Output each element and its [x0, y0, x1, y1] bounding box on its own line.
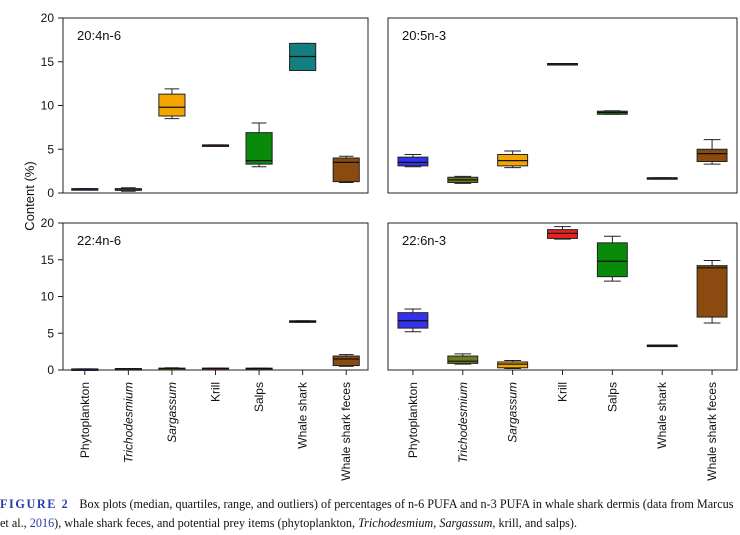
panel-20-5n-3-whale-shark-feces-box — [696, 148, 728, 162]
panel-22-4n-6-xtick-label-phytoplankton: Phytoplankton — [78, 382, 92, 458]
panel-22-6n-3-xtick-label-salps: Salps — [605, 382, 619, 412]
panel-22-4n-6-xtick-label-whale-shark-feces: Whale shark feces — [339, 382, 353, 481]
panel-20-5n-3-frame — [387, 17, 738, 194]
panel-22-6n-3-xtick-label-phytoplankton: Phytoplankton — [406, 382, 420, 458]
caption-citation-link[interactable]: 2016 — [29, 516, 55, 530]
panel-20-4n-6-ytick-label-10: 10 — [41, 99, 55, 113]
figure-caption: FIGURE 2 Box plots (median, quartiles, ra… — [0, 495, 736, 533]
panel-20-4n-6-label: 20:4n-6 — [77, 28, 121, 43]
panel-20-5n-3-phytoplankton-box — [397, 156, 429, 167]
caption-text-1: Box plots (median, quartiles, range, and… — [0, 497, 734, 530]
panel-22-6n-3-xtick-label-whale-shark-feces: Whale shark feces — [705, 382, 719, 481]
panel-22-4n-6-label: 22:4n-6 — [77, 233, 121, 248]
caption-italic-trichodesmium: Trichodesmium — [358, 516, 434, 530]
panel-20-4n-6-ytick-label-0: 0 — [47, 186, 54, 200]
panel-22-4n-6-whale-shark-feces-box — [332, 355, 360, 367]
panel-22-4n-6-ytick-label-5: 5 — [47, 326, 54, 340]
panel-22-6n-3-xtick-label-krill: Krill — [556, 382, 570, 402]
panel-20-4n-6-ytick-label-20: 20 — [41, 11, 55, 25]
box-plot-figure: 20:4n-6 0 5 10 15 20 20:5n-3 22:4n-6 0 5 10 15 20 Phy… — [22, 11, 738, 481]
panel-22-6n-3-xtick-label-trichodesmium: Trichodesmium — [456, 382, 470, 463]
panel-22-4n-6-xtick-label-sargassum: Sargassum — [165, 382, 179, 443]
caption-text-3: , — [433, 516, 440, 530]
panel-22-6n-3-krill-box — [547, 229, 578, 239]
caption-label: FIGURE 2 — [0, 497, 70, 511]
panel-22-4n-6-xtick-label-trichodesmium: Trichodesmium — [121, 382, 135, 463]
panel-22-6n-3-salps-box — [596, 242, 628, 278]
panel-22-6n-3-sargassum-box — [497, 361, 529, 369]
panel-20-4n-6-salps-box — [245, 132, 273, 165]
panel-20-4n-6-ytick-label-5: 5 — [47, 142, 54, 156]
y-axis-label: Content (%) — [22, 161, 37, 230]
panel-22-6n-3-trichodesmium-box — [447, 355, 479, 364]
panel-22-4n-6-ytick-label-0: 0 — [47, 363, 54, 377]
panel-22-4n-6-xtick-label-salps: Salps — [252, 382, 266, 412]
caption-text-2: ), whale shark feces, and potential prey… — [54, 516, 359, 530]
panel-22-4n-6-xtick-label-krill: Krill — [209, 382, 223, 402]
panel-20-5n-3-label: 20:5n-3 — [402, 28, 446, 43]
panel-22-4n-6-ytick-label-20: 20 — [41, 216, 55, 230]
panel-22-6n-3-xtick-label-sargassum: Sargassum — [506, 382, 520, 443]
panel-22-6n-3-xtick-label-whale-shark: Whale shark — [655, 381, 669, 449]
caption-text-4: , krill, and salps). — [492, 516, 578, 530]
panel-22-4n-6-xtick-label-whale-shark: Whale shark — [296, 381, 310, 449]
panel-22-6n-3-whale-shark-feces-box — [696, 265, 728, 318]
caption-italic-sargassum: Sargassum — [439, 516, 493, 530]
panel-20-4n-6-sargassum-box — [158, 93, 186, 117]
panel-20-4n-6-whale-shark-feces-box — [332, 157, 360, 183]
panel-22-6n-3-label: 22:6n-3 — [402, 233, 446, 248]
panel-20-4n-6-ytick-label-15: 15 — [41, 55, 55, 69]
panel-22-4n-6-ytick-label-15: 15 — [41, 253, 55, 267]
panel-20-4n-6-frame — [62, 17, 369, 194]
panel-22-4n-6-ytick-label-10: 10 — [41, 290, 55, 304]
